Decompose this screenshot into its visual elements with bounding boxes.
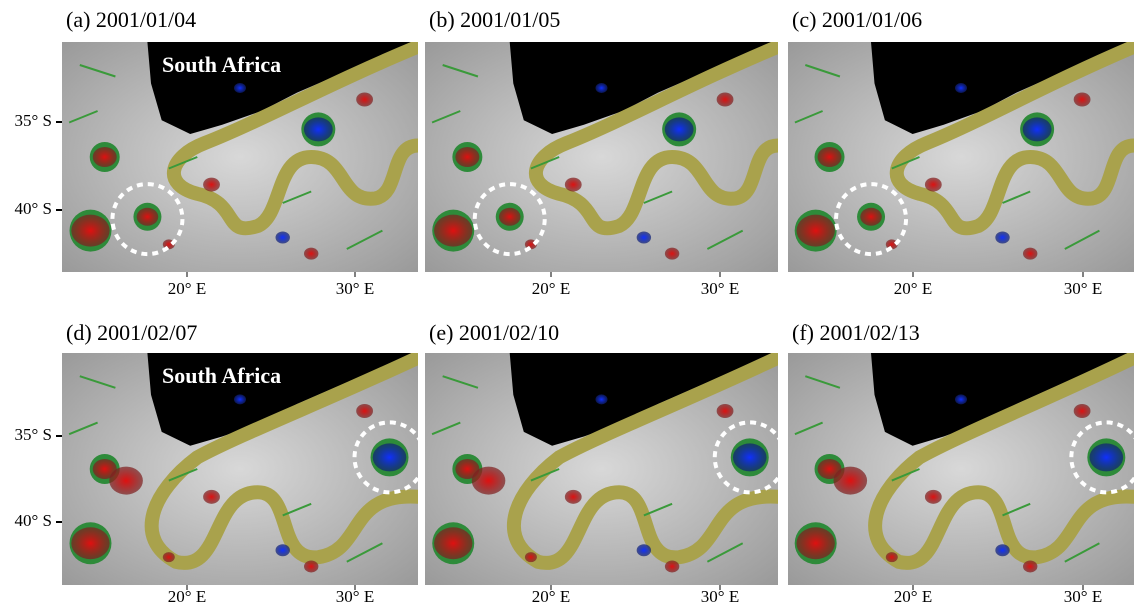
eddy bbox=[637, 544, 651, 556]
eddy bbox=[1090, 443, 1124, 471]
eddy bbox=[304, 117, 333, 141]
eddy bbox=[304, 560, 318, 572]
eddy bbox=[373, 443, 407, 471]
eddy bbox=[499, 208, 521, 226]
panel-title: (a) 2001/01/04 bbox=[66, 7, 196, 32]
eddy bbox=[109, 467, 143, 495]
panel-title: (d) 2001/02/07 bbox=[66, 320, 197, 345]
eddy bbox=[356, 404, 373, 418]
x-axis-label: 20° E bbox=[532, 587, 570, 604]
eddy bbox=[995, 232, 1009, 244]
eddy bbox=[596, 394, 608, 404]
eddy bbox=[472, 467, 506, 495]
x-axis-label: 20° E bbox=[168, 279, 206, 298]
eddy bbox=[665, 560, 679, 572]
panel-title: (c) 2001/01/06 bbox=[792, 7, 922, 32]
eddy bbox=[276, 544, 290, 556]
y-axis-label: 40° S bbox=[14, 511, 52, 530]
eddy bbox=[665, 248, 679, 260]
y-axis-label: 35° S bbox=[14, 111, 52, 130]
eddy bbox=[886, 552, 898, 562]
panel-title: (b) 2001/01/05 bbox=[429, 7, 560, 32]
map-panel bbox=[788, 353, 1134, 585]
eddy bbox=[833, 467, 867, 495]
eddy bbox=[565, 178, 582, 192]
eddy bbox=[717, 93, 734, 107]
eddy bbox=[276, 232, 290, 244]
eddy bbox=[925, 178, 942, 192]
land-label: South Africa bbox=[162, 363, 281, 388]
eddy bbox=[925, 490, 942, 504]
eddy bbox=[455, 147, 479, 167]
eddy bbox=[203, 490, 220, 504]
eddy bbox=[234, 394, 246, 404]
x-axis-label: 30° E bbox=[336, 587, 374, 604]
eddy bbox=[995, 544, 1009, 556]
map-panel bbox=[425, 353, 785, 585]
eddy bbox=[93, 147, 117, 167]
eddy bbox=[163, 552, 175, 562]
panel-title: (e) 2001/02/10 bbox=[429, 320, 559, 345]
eddy bbox=[665, 117, 694, 141]
eddy bbox=[1023, 117, 1052, 141]
eddy bbox=[434, 215, 472, 247]
panel-title: (f) 2001/02/13 bbox=[792, 320, 920, 345]
x-axis-label: 20° E bbox=[532, 279, 570, 298]
eddy bbox=[565, 490, 582, 504]
eddy bbox=[796, 215, 834, 247]
x-axis-label: 30° E bbox=[1064, 279, 1102, 298]
eddy bbox=[860, 208, 882, 226]
y-axis-label: 35° S bbox=[14, 425, 52, 444]
eddy bbox=[356, 93, 373, 107]
eddy bbox=[203, 178, 220, 192]
eddy bbox=[637, 232, 651, 244]
eddy bbox=[304, 248, 318, 260]
eddy bbox=[1074, 93, 1091, 107]
eddy bbox=[1023, 560, 1037, 572]
map-panel bbox=[788, 42, 1134, 272]
eddy bbox=[71, 215, 109, 247]
x-axis-label: 20° E bbox=[894, 279, 932, 298]
eddy bbox=[818, 147, 842, 167]
figure: (a) 2001/01/04 South Africa 20° E 30° E (b) … bbox=[0, 0, 1134, 604]
eddy bbox=[596, 83, 608, 93]
eddy bbox=[434, 527, 472, 559]
eddy bbox=[955, 394, 967, 404]
x-axis-label: 30° E bbox=[1064, 587, 1102, 604]
x-axis-label: 20° E bbox=[168, 587, 206, 604]
x-axis-label: 30° E bbox=[336, 279, 374, 298]
x-axis-label: 30° E bbox=[701, 279, 739, 298]
eddy bbox=[1023, 248, 1037, 260]
x-axis-label: 20° E bbox=[894, 587, 932, 604]
eddy bbox=[525, 552, 537, 562]
y-axis-label: 40° S bbox=[14, 199, 52, 218]
land-label: South Africa bbox=[162, 52, 281, 77]
x-axis-label: 30° E bbox=[701, 587, 739, 604]
eddy bbox=[717, 404, 734, 418]
eddy bbox=[71, 527, 109, 559]
eddy bbox=[796, 527, 834, 559]
eddy bbox=[1074, 404, 1091, 418]
eddy bbox=[234, 83, 246, 93]
eddy bbox=[733, 443, 767, 471]
eddy bbox=[955, 83, 967, 93]
map-panel bbox=[425, 42, 778, 272]
eddy bbox=[137, 208, 159, 226]
